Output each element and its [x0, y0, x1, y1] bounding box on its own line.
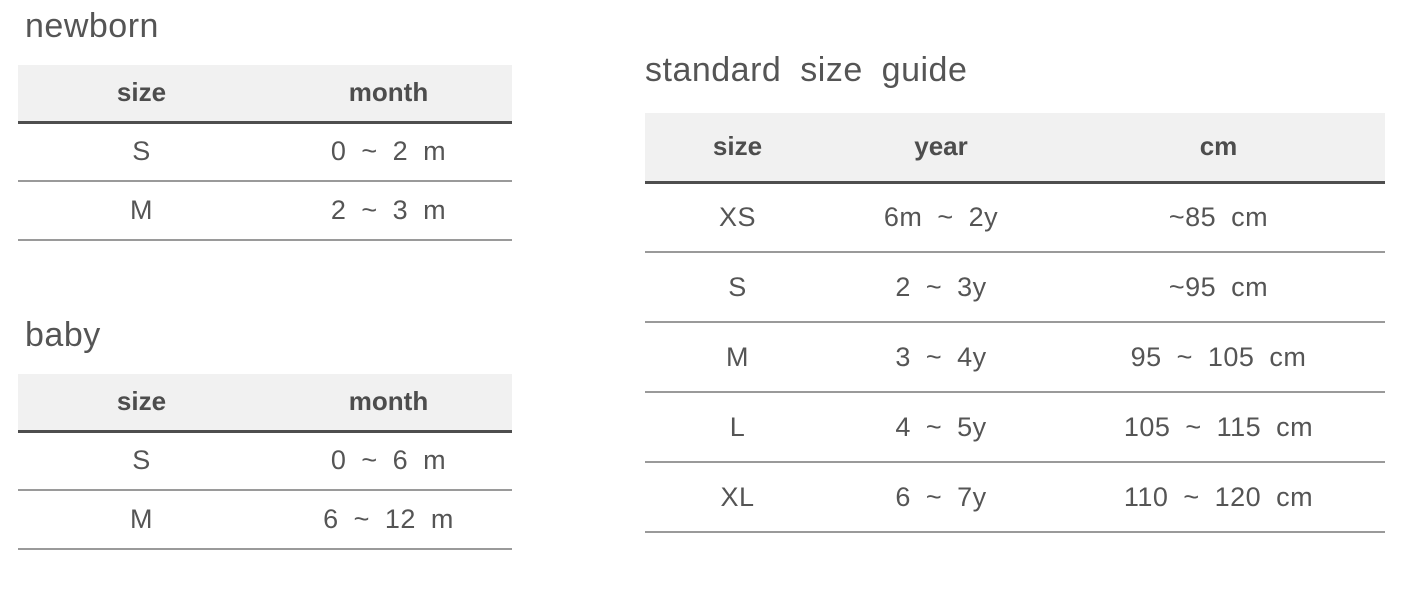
left-column: newborn size month S 0 ~ 2 m M 2 ~ 3 m: [18, 0, 512, 550]
standard-col-cm: cm: [1052, 113, 1385, 184]
standard-size-guide-title: standard size guide: [645, 51, 968, 89]
size-cell: S: [18, 431, 265, 491]
month-cell: 0 ~ 2 m: [265, 122, 512, 182]
month-cell: 0 ~ 6 m: [265, 431, 512, 491]
table-row: M 6 ~ 12 m: [18, 490, 512, 550]
size-cell: XS: [645, 182, 830, 253]
table-row: S 0 ~ 6 m: [18, 431, 512, 491]
table-row: S 0 ~ 2 m: [18, 122, 512, 182]
newborn-header-row: size month: [18, 65, 512, 124]
newborn-title: newborn: [25, 7, 159, 45]
standard-col-year: year: [830, 113, 1052, 184]
baby-col-size: size: [18, 374, 265, 433]
newborn-col-month: month: [265, 65, 512, 124]
cm-cell: ~95 cm: [1052, 252, 1385, 323]
newborn-table: size month S 0 ~ 2 m M 2 ~ 3 m: [18, 65, 512, 241]
standard-header-row: size year cm: [645, 113, 1385, 184]
table-row: L 4 ~ 5y 105 ~ 115 cm: [645, 392, 1385, 463]
right-column: standard size guide size year cm XS 6m ~…: [645, 0, 1385, 533]
cm-cell: 95 ~ 105 cm: [1052, 322, 1385, 393]
table-row: XL 6 ~ 7y 110 ~ 120 cm: [645, 462, 1385, 533]
size-cell: M: [18, 490, 265, 550]
year-cell: 2 ~ 3y: [830, 252, 1052, 323]
size-cell: S: [645, 252, 830, 323]
year-cell: 6 ~ 7y: [830, 462, 1052, 533]
year-cell: 6m ~ 2y: [830, 182, 1052, 253]
standard-col-size: size: [645, 113, 830, 184]
baby-table: size month S 0 ~ 6 m M 6 ~ 12 m: [18, 374, 512, 550]
size-cell: S: [18, 122, 265, 182]
size-cell: M: [18, 181, 265, 241]
baby-title: baby: [25, 316, 101, 354]
cm-cell: ~85 cm: [1052, 182, 1385, 253]
size-cell: M: [645, 322, 830, 393]
baby-col-month: month: [265, 374, 512, 433]
baby-header-row: size month: [18, 374, 512, 433]
standard-size-guide-table: size year cm XS 6m ~ 2y ~85 cm S 2 ~ 3y …: [645, 113, 1385, 533]
table-row: M 3 ~ 4y 95 ~ 105 cm: [645, 322, 1385, 393]
year-cell: 3 ~ 4y: [830, 322, 1052, 393]
newborn-col-size: size: [18, 65, 265, 124]
month-cell: 2 ~ 3 m: [265, 181, 512, 241]
size-cell: L: [645, 392, 830, 463]
year-cell: 4 ~ 5y: [830, 392, 1052, 463]
table-row: S 2 ~ 3y ~95 cm: [645, 252, 1385, 323]
table-row: XS 6m ~ 2y ~85 cm: [645, 182, 1385, 253]
cm-cell: 105 ~ 115 cm: [1052, 392, 1385, 463]
cm-cell: 110 ~ 120 cm: [1052, 462, 1385, 533]
size-cell: XL: [645, 462, 830, 533]
month-cell: 6 ~ 12 m: [265, 490, 512, 550]
table-row: M 2 ~ 3 m: [18, 181, 512, 241]
